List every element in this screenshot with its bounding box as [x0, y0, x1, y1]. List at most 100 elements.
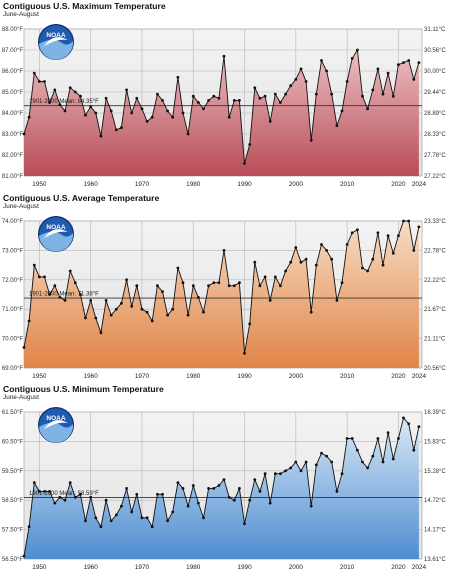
- data-point: [79, 293, 82, 296]
- x-tick-label: 1970: [135, 564, 150, 571]
- data-point: [156, 492, 159, 496]
- data-point: [289, 84, 293, 88]
- data-point: [402, 61, 405, 64]
- avg-temperature-chart: 69.00°F 20.56°C 70.00°F 21.11°C 71.00°F 21.67…: [2, 216, 446, 380]
- y-tick-label-left: 60.50°F: [2, 439, 23, 445]
- chart-title: Contiguous U.S. Average Temperature: [3, 193, 160, 203]
- data-point: [197, 501, 200, 505]
- y-tick-label-right: 21.11°C: [424, 337, 446, 343]
- data-point: [38, 275, 41, 279]
- y-tick-label-right: 23.33°C: [424, 219, 446, 225]
- series-line: [23, 48, 420, 164]
- data-point: [350, 437, 354, 440]
- data-point: [114, 307, 118, 311]
- data-point: [294, 246, 298, 249]
- y-tick-label-right: 16.39°C: [424, 410, 446, 416]
- data-point: [120, 301, 123, 305]
- data-point: [248, 498, 252, 502]
- x-tick-label: 1960: [84, 373, 99, 380]
- data-point: [376, 231, 380, 235]
- data-point: [320, 243, 323, 246]
- data-point: [191, 94, 195, 98]
- x-tick-label: 2000: [289, 373, 304, 380]
- data-point: [371, 88, 375, 92]
- data-point: [171, 307, 175, 311]
- data-point: [63, 299, 67, 302]
- data-point: [125, 88, 128, 92]
- data-point: [53, 501, 57, 505]
- x-tick-label: 1950: [32, 564, 47, 571]
- data-point: [417, 61, 421, 64]
- data-point: [232, 284, 236, 288]
- data-point: [68, 86, 72, 90]
- data-point: [222, 249, 226, 252]
- data-point: [325, 69, 328, 73]
- noaa-logo-icon: NOAA: [38, 216, 74, 252]
- data-point: [94, 111, 98, 115]
- data-point: [407, 59, 411, 62]
- data-point: [402, 219, 405, 223]
- y-tick-label-left: 61.50°F: [2, 410, 23, 416]
- data-point: [402, 416, 405, 420]
- data-point: [43, 275, 46, 279]
- data-point: [361, 94, 364, 98]
- data-point: [120, 126, 123, 130]
- data-point: [84, 113, 87, 117]
- min-temperature-panel: Contiguous U.S. Minimum Temperature June…: [0, 383, 450, 573]
- data-point: [114, 513, 118, 517]
- data-point: [191, 484, 195, 487]
- data-point: [104, 299, 108, 302]
- mean-label: 1901-2000 Mean: 84.35°F: [29, 99, 99, 105]
- data-point: [371, 454, 375, 458]
- data-point: [284, 269, 287, 273]
- data-point: [161, 99, 164, 102]
- data-point: [27, 319, 31, 323]
- data-point: [381, 460, 385, 464]
- data-point: [43, 490, 46, 493]
- y-tick-label-left: 57.50°F: [2, 528, 23, 534]
- data-point: [176, 481, 180, 484]
- data-point: [417, 425, 421, 429]
- data-point: [181, 281, 185, 285]
- data-point: [294, 78, 298, 81]
- noaa-logo-text: NOAA: [46, 32, 65, 39]
- data-point: [335, 299, 339, 302]
- x-tick-label: 1960: [84, 181, 99, 188]
- max-temperature-panel: Contiguous U.S. Maximum Temperature June…: [0, 0, 450, 190]
- data-point: [197, 101, 200, 104]
- data-point: [161, 290, 164, 293]
- series-area: [24, 417, 419, 559]
- data-point: [32, 263, 36, 267]
- y-tick-label-right: 22.22°C: [424, 278, 446, 284]
- data-point: [412, 249, 416, 252]
- data-point: [212, 281, 216, 285]
- x-tick-label: 1980: [186, 564, 201, 571]
- x-tick-label: 2020: [391, 181, 406, 188]
- data-point: [48, 293, 51, 296]
- data-point: [325, 454, 328, 458]
- data-point: [79, 492, 82, 496]
- data-point: [371, 257, 375, 261]
- data-point: [227, 495, 231, 499]
- chart-title: Contiguous U.S. Minimum Temperature: [3, 384, 164, 394]
- data-point: [217, 484, 221, 487]
- data-point: [48, 101, 51, 104]
- y-tick-label-left: 74.00°F: [2, 219, 23, 225]
- data-point: [350, 57, 354, 60]
- data-point: [79, 94, 82, 98]
- data-point: [289, 260, 293, 264]
- data-point: [140, 307, 144, 311]
- data-point: [109, 519, 113, 523]
- data-point: [397, 234, 400, 238]
- y-tick-label-left: 58.50°F: [2, 498, 23, 504]
- y-tick-label-right: 22.78°C: [424, 248, 446, 254]
- data-point: [366, 466, 369, 470]
- data-point: [268, 299, 272, 302]
- data-point: [156, 92, 159, 96]
- x-tick-label: 1950: [32, 181, 47, 188]
- x-tick-label: 2024: [412, 181, 427, 188]
- data-point: [73, 495, 77, 499]
- data-point: [120, 504, 123, 508]
- data-point: [207, 99, 211, 102]
- x-tick-label: 2000: [289, 564, 304, 571]
